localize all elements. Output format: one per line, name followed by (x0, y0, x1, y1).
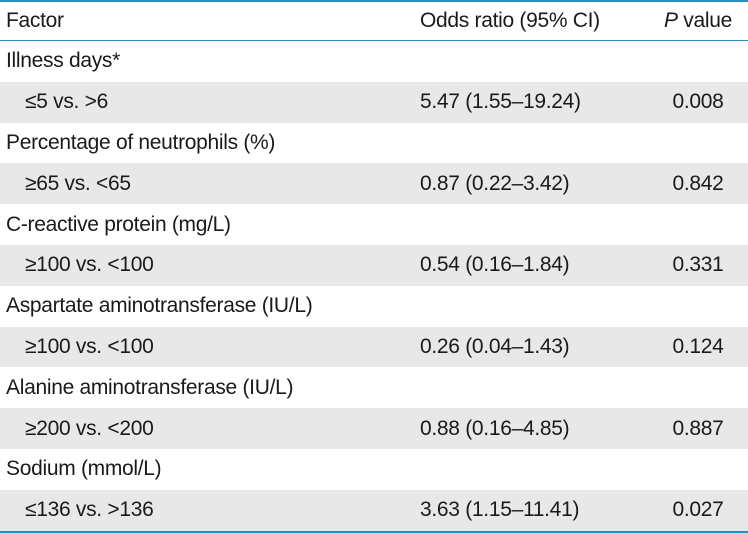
comparison: ≤136 vs. >136 (25, 498, 154, 522)
group-label-row: Aspartate aminotransferase (IU/L) (0, 286, 748, 327)
group-label-row: Percentage of neutrophils (%) (0, 123, 748, 164)
p-value: 0.124 (672, 334, 724, 358)
comparison: ≥200 vs. <200 (25, 416, 154, 440)
factor-label: Illness days* (6, 49, 120, 73)
header-factor: Factor (6, 9, 64, 32)
table-row: ≥65 vs. <65 0.87 (0.22–3.42) 0.842 (0, 163, 748, 205)
group-label-row: Illness days* (0, 41, 748, 82)
header-p-value: P value (640, 9, 748, 33)
factor-label: Alanine aminotransferase (IU/L) (6, 375, 294, 399)
p-value: 0.842 (672, 171, 724, 195)
p-value: 0.008 (672, 90, 724, 114)
header-odds-ratio: Odds ratio (95% CI) (420, 9, 600, 32)
group-label-row: Alanine aminotransferase (IU/L) (0, 367, 748, 408)
table-row: ≥200 vs. <200 0.88 (0.16–4.85) 0.887 (0, 408, 748, 449)
factor-label: Percentage of neutrophils (%) (6, 130, 276, 154)
comparison: ≥100 vs. <100 (25, 253, 154, 277)
odds-ratio-value: 5.47 (1.55–19.24) (420, 90, 581, 114)
header-p-italic: P (664, 9, 678, 32)
comparison: ≥100 vs. <100 (25, 334, 154, 358)
header-p-rest: value (677, 9, 732, 32)
table-header-row: Factor Odds ratio (95% CI) P value (0, 2, 748, 41)
table-row: ≥100 vs. <100 0.54 (0.16–1.84) 0.331 (0, 244, 748, 286)
p-value: 0.027 (672, 498, 724, 522)
table-row: ≤5 vs. >6 5.47 (1.55–19.24) 0.008 (0, 81, 748, 123)
odds-ratio-value: 0.88 (0.16–4.85) (420, 416, 570, 440)
table-row: ≥100 vs. <100 0.26 (0.04–1.43) 0.124 (0, 326, 748, 368)
factor-label: Aspartate aminotransferase (IU/L) (6, 294, 313, 318)
p-value: 0.331 (672, 253, 724, 277)
comparison: ≥65 vs. <65 (25, 171, 131, 195)
group-label-row: C-reactive protein (mg/L) (0, 204, 748, 245)
factor-label: C-reactive protein (mg/L) (6, 212, 231, 236)
odds-ratio-value: 0.26 (0.04–1.43) (420, 334, 570, 358)
odds-ratio-value: 3.63 (1.15–11.41) (420, 498, 580, 522)
table-row: ≤136 vs. >136 3.63 (1.15–11.41) 0.027 (0, 489, 748, 531)
odds-ratio-value: 0.54 (0.16–1.84) (420, 253, 570, 277)
factor-label: Sodium (mmol/L) (6, 457, 162, 481)
odds-ratio-value: 0.87 (0.22–3.42) (420, 171, 570, 195)
comparison: ≤5 vs. >6 (25, 90, 108, 114)
p-value: 0.887 (672, 416, 724, 440)
group-label-row: Sodium (mmol/L) (0, 449, 748, 490)
